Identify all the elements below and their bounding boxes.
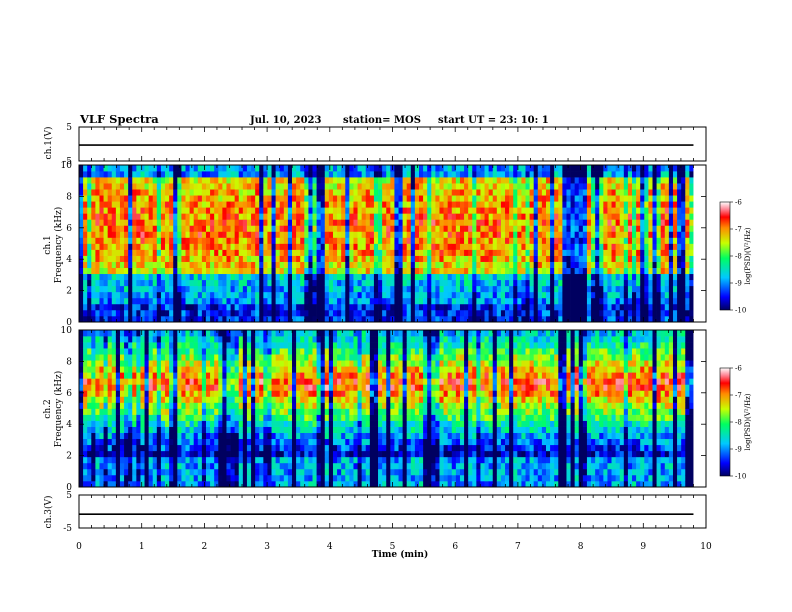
colorbar-tick-label: -10 (735, 473, 746, 481)
ytick-label: 2 (66, 452, 72, 462)
ch1-waveform-panel: 5 -5 (63, 123, 707, 167)
ytick-label: 5 (66, 491, 72, 501)
ytick-label: 6 (66, 389, 72, 399)
ytick-label: 4 (66, 420, 72, 430)
ytick-label: 5 (66, 123, 72, 133)
ch3-waveform-panel: 5 -5 (63, 491, 707, 534)
xtick-label: 3 (264, 542, 270, 552)
x-tick-labels: 0 1 2 3 4 5 6 7 8 9 10 (76, 542, 712, 552)
start-time-label: start UT = 23: 10: 1 (438, 115, 549, 126)
xtick-label: 8 (578, 542, 584, 552)
ch1-spectrogram-ylabel-bottom: Frequency (kHz) (53, 207, 64, 284)
ytick-label: -5 (63, 157, 72, 167)
ch1-spec-ytick-labels: 0 2 4 6 8 10 (61, 161, 73, 328)
ch2-colorbar: log(PSD)(V²/Hz) -6 -7 -8 -9 -10 (719, 365, 752, 481)
date-label: Jul. 10, 2023 (249, 115, 322, 126)
ch1-wave-ytick-labels: 5 -5 (63, 123, 72, 167)
station-label: station= MOS (343, 115, 421, 126)
xtick-label: 6 (452, 542, 458, 552)
ch1-waveform-ylabel: ch.1(V) (43, 127, 54, 160)
ch2-colorbar-gradient (719, 367, 731, 477)
ytick-label: 0 (66, 483, 72, 493)
ytick-label: 0 (66, 318, 72, 328)
ytick-label: 6 (66, 224, 72, 234)
x-axis-label: Time (min) (372, 549, 429, 560)
ch1-colorbar-gradient (719, 201, 731, 311)
ch2-spectrogram-ylabel-top: ch.2 (43, 399, 53, 418)
xtick-label: 0 (76, 542, 82, 552)
ch1-colorbar: log(PSD)(V²/Hz) -6 -7 -8 -9 -10 (719, 199, 752, 315)
colorbar-tick-label: -8 (735, 253, 742, 261)
colorbar-tick-label: -10 (735, 307, 746, 315)
ytick-label: 8 (66, 357, 72, 367)
colorbar-tick-label: -9 (735, 446, 742, 454)
colorbar-tick-label: -6 (735, 365, 742, 373)
ytick-label: -5 (63, 524, 72, 534)
xtick-label: 2 (202, 542, 208, 552)
figure-title: VLF Spectra (79, 112, 159, 126)
ytick-label: 10 (61, 161, 73, 171)
ch3-wave-ytick-labels: 5 -5 (63, 491, 72, 534)
colorbar-tick-label: -6 (735, 199, 742, 207)
ch1-spectrogram-ylabel-top: ch.1 (43, 235, 53, 254)
ytick-label: 10 (61, 326, 73, 336)
ytick-label: 8 (66, 192, 72, 202)
ch1-spectrogram-image (79, 165, 694, 323)
ytick-label: 4 (66, 255, 72, 265)
ch2-spectrogram-ylabel-bottom: Frequency (kHz) (53, 371, 64, 448)
ytick-label: 2 (66, 287, 72, 297)
colorbar-tick-label: -8 (735, 419, 742, 427)
ch2-colorbar-label: log(PSD)(V²/Hz) (744, 393, 752, 450)
ch2-spectrogram-panel: 0 2 4 6 8 10 (61, 326, 707, 493)
colorbar-tick-label: -7 (735, 226, 742, 234)
xtick-label: 5 (390, 542, 396, 552)
colorbar-tick-label: -9 (735, 280, 742, 288)
ch3-waveform-ylabel: ch.3(V) (43, 496, 54, 529)
xtick-label: 10 (700, 542, 712, 552)
ch2-spectrogram-image (79, 330, 694, 488)
xtick-label: 7 (515, 542, 521, 552)
ch2-spec-ytick-labels: 0 2 4 6 8 10 (61, 326, 73, 493)
xtick-label: 4 (327, 542, 333, 552)
ch1-colorbar-label: log(PSD)(V²/Hz) (744, 227, 752, 284)
xtick-label: 9 (640, 542, 646, 552)
colorbar-tick-label: -7 (735, 392, 742, 400)
xtick-label: 1 (139, 542, 145, 552)
ch1-spectrogram-panel: 0 2 4 6 8 10 (61, 161, 707, 328)
